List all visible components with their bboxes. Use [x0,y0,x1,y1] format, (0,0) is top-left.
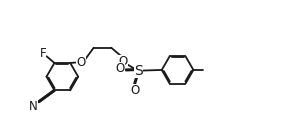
Text: O: O [116,62,125,75]
Text: O: O [76,56,86,69]
Text: S: S [134,63,143,78]
Text: F: F [40,47,46,60]
Text: O: O [118,55,128,68]
Text: N: N [29,100,38,113]
Text: O: O [131,84,140,97]
